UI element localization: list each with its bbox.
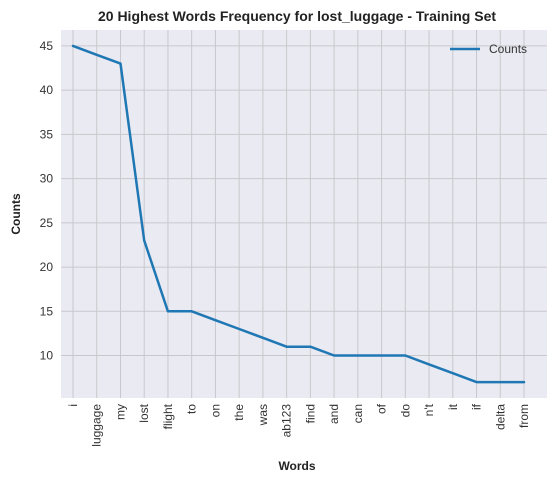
x-tick-label: do	[398, 404, 412, 418]
y-tick-label: 15	[40, 304, 54, 318]
x-tick-label: delta	[493, 404, 507, 430]
series-line-counts	[71, 44, 526, 384]
x-tick-label: my	[113, 404, 127, 420]
x-tick-label: if	[470, 403, 484, 410]
plot-area	[61, 30, 547, 398]
legend-label-counts: Counts	[489, 42, 527, 56]
x-tick-label: flight	[161, 403, 175, 429]
x-tick-label: i	[66, 404, 80, 407]
x-tick-label: from	[517, 404, 531, 428]
x-tick-label: it	[446, 403, 460, 410]
y-tick-label: 20	[40, 260, 54, 274]
x-tick-label: on	[208, 404, 222, 417]
x-tick-label: to	[185, 404, 199, 414]
y-tick-label: 35	[40, 127, 54, 141]
chart-title: 20 Highest Words Frequency for lost_lugg…	[98, 8, 496, 24]
x-axis-label: Words	[278, 459, 315, 473]
x-tick-label: can	[351, 404, 365, 423]
y-tick-label: 40	[40, 83, 54, 97]
y-tick-label: 30	[40, 172, 54, 186]
x-tick-label: the	[232, 404, 246, 421]
y-tick-label: 10	[40, 349, 54, 363]
x-tick-label: and	[327, 404, 341, 424]
x-tick-label: ab123	[280, 404, 294, 438]
x-tick-label: was	[256, 404, 270, 426]
x-tick-label: of	[375, 403, 389, 414]
x-tick-label: find	[303, 404, 317, 423]
y-axis-label: Counts	[9, 193, 23, 235]
y-tick-label: 25	[40, 216, 54, 230]
legend: Counts	[450, 42, 527, 56]
x-tick-label: lost	[137, 403, 151, 422]
x-tick-label: n't	[422, 403, 436, 416]
y-tick-label: 45	[40, 39, 54, 53]
x-tick-label: luggage	[90, 404, 104, 447]
